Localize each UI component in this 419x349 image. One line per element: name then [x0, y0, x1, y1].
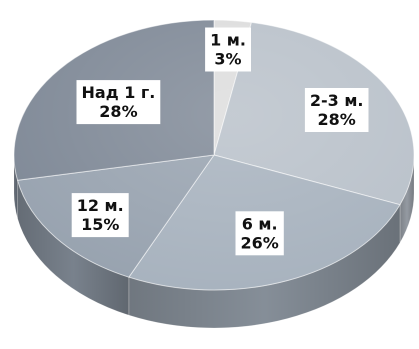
data-label-4: 12 м.15% [71, 193, 129, 238]
data-label-box [304, 88, 369, 132]
pie-side-shade-2 [399, 155, 414, 243]
pie-side-shade-3 [128, 204, 400, 329]
data-label-3: 6 м.26% [235, 211, 284, 256]
data-label-category: 6 м. [242, 214, 278, 233]
data-label-category: 12 м. [77, 196, 124, 215]
data-label-1: 1 м.3% [205, 27, 251, 72]
data-label-value: 28% [99, 102, 137, 121]
data-label-category: 2-3 м. [310, 91, 364, 110]
data-label-value: 26% [240, 233, 278, 252]
data-label-5: Над 1 г.28% [76, 80, 161, 125]
data-label-box [71, 193, 129, 238]
data-label-2: 2-3 м.28% [304, 88, 369, 132]
data-label-value: 15% [81, 215, 119, 234]
data-label-category: 1 м. [210, 31, 246, 50]
data-label-value: 3% [214, 50, 241, 69]
pie-side-shade-4 [17, 180, 129, 316]
data-label-box [76, 80, 161, 125]
data-label-box [235, 211, 284, 256]
data-label-box [205, 27, 251, 72]
data-label-value: 28% [318, 110, 356, 129]
data-label-category: Над 1 г. [82, 83, 156, 102]
pie-labels: 1 м.3%2-3 м.28%6 м.26%12 м.15%Над 1 г.28… [71, 27, 369, 256]
